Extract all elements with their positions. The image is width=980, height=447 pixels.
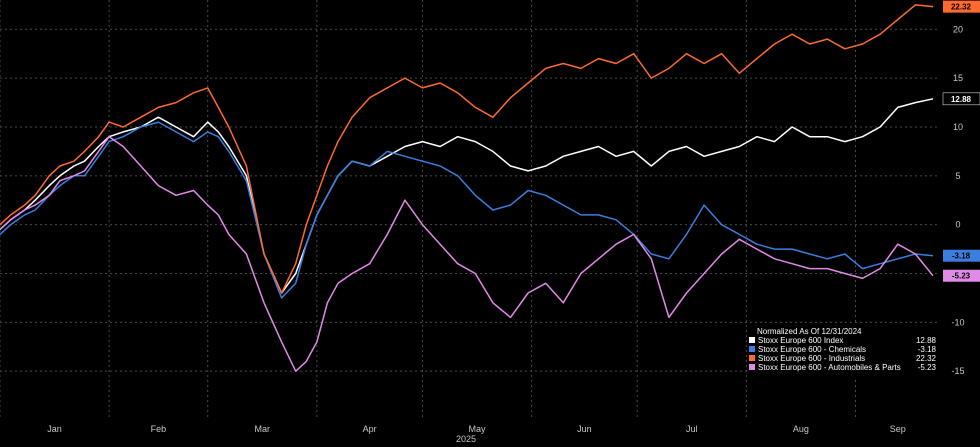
legend-series-name: Stoxx Europe 600 - Chemicals	[758, 345, 866, 354]
legend-series-name: Stoxx Europe 600 Index	[758, 336, 843, 345]
legend-series-value: 12.88	[916, 336, 937, 345]
series-line	[0, 4, 934, 294]
legend-series-name: Stoxx Europe 600 - Industrials	[758, 354, 865, 363]
x-tick-label: Apr	[363, 424, 377, 434]
legend-swatch	[749, 355, 755, 361]
legend-swatch	[749, 337, 755, 343]
x-tick-label: Mar	[255, 424, 271, 434]
y-tick-label: 10	[953, 122, 963, 132]
grid	[0, 0, 940, 420]
x-axis: 2025 Jan Feb Mar Apr May Jun Jul Aug Sep	[47, 424, 905, 444]
x-tick-label: May	[469, 424, 487, 434]
last-value-label: 22.32	[951, 3, 972, 12]
y-tick-label: 15	[953, 73, 963, 83]
series-line	[0, 135, 934, 372]
series-line	[0, 98, 934, 294]
x-tick-label: Jul	[686, 424, 698, 434]
y-tick-label: -15	[951, 366, 964, 376]
last-value-label: 12.88	[951, 95, 972, 104]
y-tick-label: -10	[951, 317, 964, 327]
y-tick-label: 5	[955, 171, 960, 181]
legend-background	[748, 325, 938, 377]
last-value-badge	[943, 269, 980, 282]
legend-series-name: Stoxx Europe 600 - Automobiles & Parts	[758, 363, 901, 372]
legend-title: Normalized As Of 12/31/2024	[757, 327, 862, 336]
x-tick-label: Aug	[793, 424, 809, 434]
last-value-badge	[942, 92, 980, 106]
last-value-label: -5.23	[952, 272, 971, 281]
legend-series-value: -5.23	[918, 363, 937, 372]
legend-swatch	[749, 346, 755, 352]
series-lines	[0, 4, 934, 372]
y-tick-label: 20	[953, 24, 963, 34]
last-value-badge	[943, 0, 980, 13]
legend-swatch	[749, 364, 755, 370]
y-tick-label: 0	[955, 220, 960, 230]
series-line	[0, 121, 934, 299]
x-tick-label: Jan	[47, 424, 62, 434]
x-tick-label: Feb	[151, 424, 167, 434]
last-value-label: -3.18	[952, 252, 971, 261]
last-value-badge	[943, 249, 980, 262]
x-tick-label: Sep	[890, 424, 906, 434]
last-value-badges: 12.88 -3.18 22.32 -5.23	[942, 0, 980, 282]
legend: Normalized As Of 12/31/2024 Stoxx Europe…	[748, 325, 938, 377]
legend-series-value: -3.18	[918, 345, 937, 354]
x-tick-label: Jun	[577, 424, 592, 434]
x-axis-label: 2025	[456, 434, 476, 444]
legend-series-value: 22.32	[916, 354, 937, 363]
